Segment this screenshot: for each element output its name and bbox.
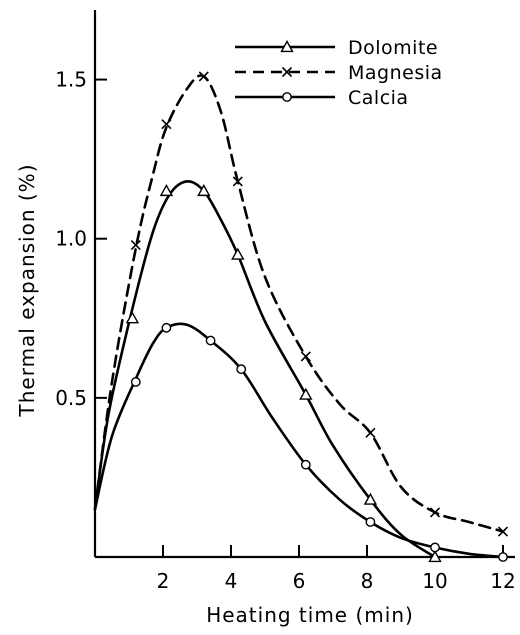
legend: Dolomite Magnesia Calcia: [235, 37, 443, 109]
legend-dolomite-label: Dolomite: [348, 37, 438, 59]
magnesia-point: [198, 71, 209, 82]
dolomite-point: [299, 387, 313, 400]
magnesia-line: [93, 74, 505, 533]
x-tick-label: 8: [361, 569, 374, 593]
y-tick-label: 0.5: [55, 386, 87, 410]
calcia-point: [430, 542, 440, 553]
x-tick-label: 4: [225, 569, 238, 593]
legend-magnesia-marker: [281, 66, 293, 78]
x-axis-label: Heating time (min): [206, 603, 414, 627]
dolomite-point: [125, 311, 140, 324]
ticks: 2 4 6 8 10 12 0.5 1.0 1.5: [55, 68, 516, 593]
magnesia-point: [300, 351, 311, 362]
y-tick-label: 1.5: [55, 68, 87, 92]
magnesia-point: [365, 427, 376, 438]
dolomite-point: [197, 184, 211, 197]
calcia-point: [300, 459, 311, 470]
x-tick-label: 6: [293, 569, 306, 593]
axes: [93, 10, 515, 559]
magnesia-point: [429, 507, 441, 518]
calcia-point: [365, 517, 376, 527]
x-tick-label: 2: [157, 569, 170, 593]
calcia-line: [93, 322, 505, 559]
magnesia-point: [232, 176, 243, 187]
magnesia-point: [161, 119, 172, 130]
x-tick-label: 12: [490, 569, 515, 593]
dolomite-point: [428, 550, 442, 563]
magnesia-point: [130, 240, 141, 251]
dolomite-point: [159, 184, 174, 197]
magnesia-point: [497, 526, 509, 537]
series-markers: [125, 71, 509, 563]
calcia-point: [236, 364, 247, 375]
calcia-point: [205, 335, 216, 346]
y-tick-label: 1.0: [55, 227, 87, 251]
legend-calcia-marker: [282, 92, 292, 102]
series-lines: [93, 74, 505, 559]
calcia-point: [498, 552, 508, 562]
dolomite-point: [363, 492, 378, 505]
dolomite-line: [93, 180, 437, 559]
y-axis-label: Thermal expansion (%): [15, 164, 39, 418]
x-tick-label: 10: [422, 569, 447, 593]
legend-calcia-label: Calcia: [348, 87, 409, 109]
dolomite-point: [231, 247, 245, 260]
calcia-point: [130, 377, 141, 387]
legend-magnesia-label: Magnesia: [348, 62, 443, 84]
legend-dolomite-marker: [280, 40, 294, 53]
calcia-point: [161, 322, 172, 333]
